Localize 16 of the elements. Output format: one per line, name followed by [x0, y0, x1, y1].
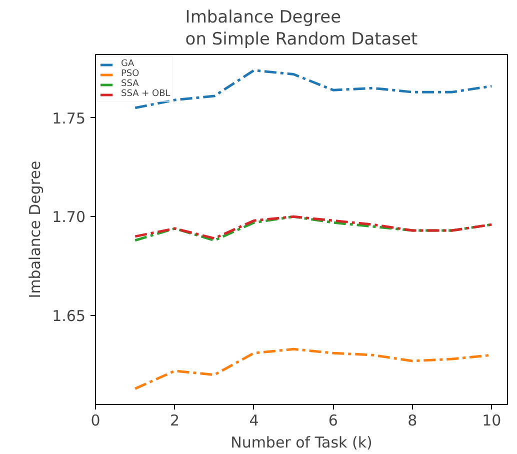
- x-tick-label: 0: [90, 412, 100, 430]
- legend-label: SSA: [121, 79, 140, 89]
- chart-title: Imbalance Degree on Simple Random Dataset: [185, 8, 418, 50]
- x-tick-label: 2: [170, 412, 180, 430]
- legend-label: SSA + OBL: [121, 89, 170, 99]
- x-tick-label: 6: [328, 412, 338, 430]
- x-tick-label: 8: [408, 412, 418, 430]
- legend-label: PSO: [121, 69, 140, 79]
- x-tick-label: 10: [482, 412, 502, 430]
- y-axis-title: Imbalance Degree: [26, 160, 44, 298]
- legend-label: GA: [121, 59, 136, 69]
- y-tick-label: 1.65: [52, 307, 86, 326]
- y-tick-label: 1.70: [52, 208, 86, 226]
- x-axis-title: Number of Task (k): [230, 434, 372, 452]
- y-tick-label: 1.75: [52, 109, 86, 128]
- x-tick-label: 4: [249, 412, 259, 430]
